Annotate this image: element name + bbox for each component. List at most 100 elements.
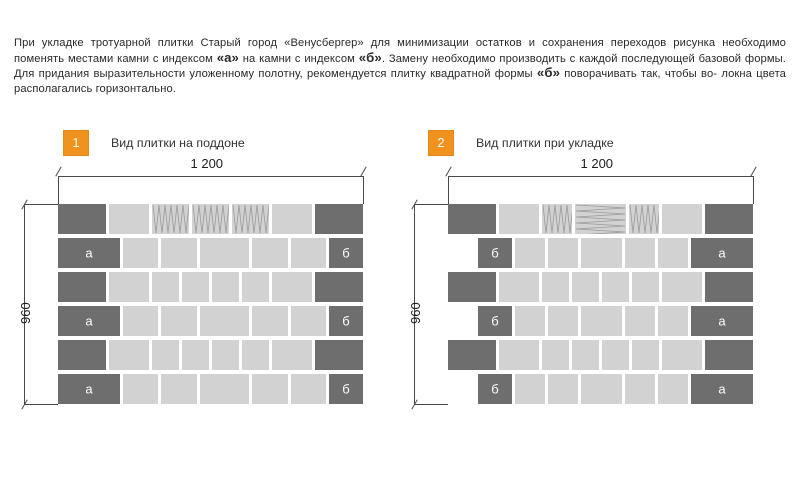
tile-field-light <box>123 238 159 268</box>
tile-fiber-vertical <box>192 204 229 234</box>
tile-indexed-b-right: б <box>329 306 363 336</box>
section-title-1: Вид плитки на поддоне <box>111 136 245 150</box>
tile-indexed-a-left: а <box>58 306 120 336</box>
tile-field-light <box>199 374 250 404</box>
section-header-2: 2 Вид плитки при укладке <box>428 130 614 156</box>
tile-label: б <box>342 381 350 397</box>
tile-label: а <box>718 313 726 329</box>
tile-label: б <box>491 381 499 397</box>
tile-label: а <box>85 313 93 329</box>
tile-edge-light <box>109 272 149 302</box>
dimension-label-height: 960 <box>408 302 423 324</box>
tile-field-light <box>547 374 578 404</box>
tile-field-light <box>290 306 326 336</box>
tile-field-light <box>152 340 179 370</box>
tile-label: а <box>85 381 93 397</box>
extension-line-right <box>753 176 754 204</box>
tile-indexed-b-left: б <box>478 238 512 268</box>
tile-field-light <box>542 272 569 302</box>
tile-field-light <box>658 238 688 268</box>
tile-fiber-vertical <box>629 204 659 234</box>
tile-field-light <box>572 272 599 302</box>
intro-line-1: При укладке тротуарной плитки Старый гор… <box>14 37 786 49</box>
tile-edge-dark-left <box>448 272 496 302</box>
tile-field-light <box>199 238 250 268</box>
tile-indexed-b-right: б <box>329 238 363 268</box>
intro-line-3-before: формы. Для придания выразительности улож… <box>14 52 786 81</box>
extension-line-left <box>58 176 59 204</box>
tile-label: а <box>718 245 726 261</box>
intro-line-2-mid: на камни с индексом <box>239 52 359 65</box>
tile-edge-dark-left <box>58 340 106 370</box>
dimension-label-height: 960 <box>18 302 33 324</box>
dimension-label-width: 1 200 <box>580 156 614 171</box>
tile-field-light <box>515 238 545 268</box>
tile-field-light <box>199 306 250 336</box>
intro-line-2-before: поменять местами камни с индексом <box>14 52 217 65</box>
extension-line-top <box>414 204 448 205</box>
tile-label: а <box>718 381 726 397</box>
dimension-label-width: 1 200 <box>190 156 224 171</box>
tile-label: б <box>491 313 499 329</box>
tile-indexed-a-right: а <box>691 306 753 336</box>
extension-line-top <box>24 204 58 205</box>
tile-edge-light <box>662 340 702 370</box>
extension-line-right <box>363 176 364 204</box>
tile-field-light <box>123 306 159 336</box>
tile-field-light <box>161 306 197 336</box>
dimension-tick-left <box>55 166 62 177</box>
section-badge-2: 2 <box>428 130 454 156</box>
intro-line-4: локна цвета располагались горизонтально. <box>14 68 786 95</box>
tile-field-light <box>658 306 688 336</box>
tile-field-light <box>212 340 239 370</box>
tile-indexed-b-right: б <box>329 374 363 404</box>
index-label-b-2: «б» <box>536 65 561 81</box>
dimension-line-height <box>414 204 415 404</box>
tile-indexed-a-left: а <box>58 238 120 268</box>
tile-edge-light <box>662 272 702 302</box>
tile-field-light <box>658 374 688 404</box>
tile-label: б <box>342 313 350 329</box>
dimension-tick-right <box>360 166 367 177</box>
tile-indexed-a-right: а <box>691 238 753 268</box>
section-header-1: 1 Вид плитки на поддоне <box>63 130 245 156</box>
dimension-line-height <box>24 204 25 404</box>
section-badge-1: 1 <box>63 130 89 156</box>
tile-field-light <box>182 272 209 302</box>
intro-line-3-after: поворачивать так, чтобы во- <box>560 68 718 81</box>
tile-label: б <box>342 245 350 261</box>
intro-paragraph: При укладке тротуарной плитки Старый гор… <box>14 36 786 96</box>
tile-field-light <box>252 306 288 336</box>
dimension-line-width <box>448 176 753 177</box>
tile-edge-dark-right <box>315 272 363 302</box>
tile-field-light <box>290 238 326 268</box>
tile-field-light <box>602 340 629 370</box>
tile-field-light <box>212 272 239 302</box>
extension-line-left <box>448 176 449 204</box>
intro-line-2-after: . Замену необходимо производить с каждой… <box>381 52 742 65</box>
tile-indexed-b-left: б <box>478 374 512 404</box>
tile-edge-dark-left <box>58 204 106 234</box>
tile-field-light <box>632 272 659 302</box>
tile-field-light <box>161 238 197 268</box>
tile-field-light <box>547 238 578 268</box>
tile-field-light <box>515 306 545 336</box>
tile-fiber-vertical <box>232 204 269 234</box>
tile-field-light <box>161 374 197 404</box>
tile-field-light <box>625 374 656 404</box>
index-label-b: «б» <box>358 49 382 65</box>
tile-field-light <box>580 374 623 404</box>
tile-edge-dark-left <box>448 340 496 370</box>
tile-field-light <box>242 340 269 370</box>
tile-edge-light <box>109 340 149 370</box>
tile-indexed-a-right: а <box>691 374 753 404</box>
tile-field-light <box>572 340 599 370</box>
tile-fiber-vertical <box>542 204 572 234</box>
tile-edge-dark-right <box>315 340 363 370</box>
section-title-2: Вид плитки при укладке <box>476 136 614 150</box>
dimension-tick-right <box>750 166 757 177</box>
tile-edge-light <box>499 340 539 370</box>
tile-field-light <box>580 238 623 268</box>
tile-field-light <box>602 272 629 302</box>
